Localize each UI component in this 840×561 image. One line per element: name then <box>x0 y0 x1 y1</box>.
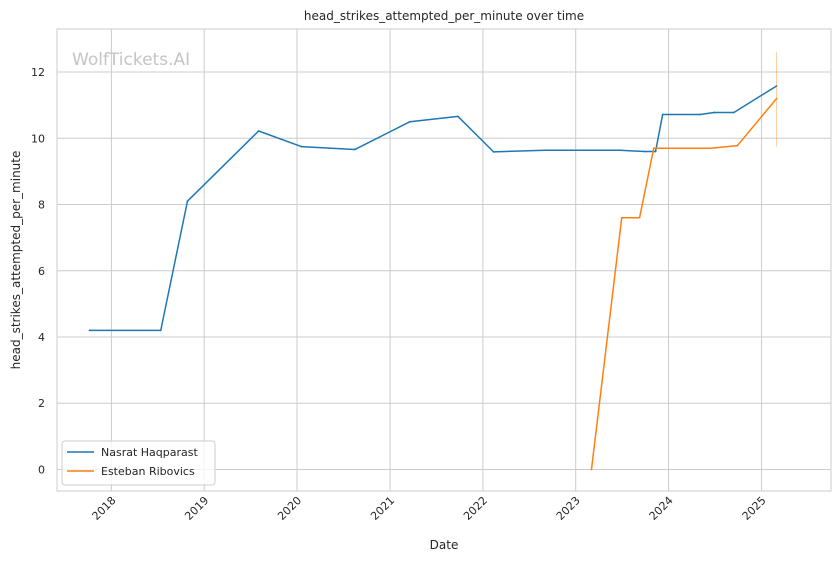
x-axis-label: Date <box>430 538 459 552</box>
plot-area <box>57 29 831 491</box>
data-point <box>620 216 623 219</box>
series-line-0 <box>89 85 777 332</box>
data-point <box>775 97 778 100</box>
data-point <box>257 130 260 132</box>
x-tick-label: 2025 <box>740 494 769 523</box>
x-tick-label: 2023 <box>554 494 583 523</box>
data-point <box>732 111 735 114</box>
y-tick-label: 0 <box>38 463 45 476</box>
axes-frame <box>56 28 832 492</box>
chart-title: head_strikes_attempted_per_minute over t… <box>304 9 584 23</box>
legend-label-esteban: Esteban Ribovics <box>101 465 195 478</box>
x-tick-label: 2024 <box>647 494 676 523</box>
watermark: WolfTickets.AI <box>72 50 190 70</box>
y-tick-label: 6 <box>38 265 45 278</box>
y-tick-label: 12 <box>31 66 45 79</box>
y-tick-label: 2 <box>38 397 45 410</box>
data-point <box>661 113 664 116</box>
y-tick-label: 8 <box>38 199 45 212</box>
x-tick-label: 2018 <box>90 494 119 523</box>
data-point <box>590 468 593 471</box>
x-tick-label: 2019 <box>182 494 211 523</box>
data-point <box>457 115 459 118</box>
data-point <box>713 111 716 114</box>
data-point <box>186 200 189 203</box>
x-tick-label: 2022 <box>461 494 490 523</box>
data-point <box>638 216 641 219</box>
data-point <box>492 150 495 153</box>
data-point <box>736 144 739 147</box>
data-point <box>619 149 621 152</box>
y-tick-label: 10 <box>31 132 45 145</box>
data-point <box>709 147 712 150</box>
y-tick-label: 4 <box>38 331 45 344</box>
series-layer <box>88 52 778 471</box>
data-point <box>544 149 547 152</box>
legend-label-nasrat: Nasrat Haqparast <box>101 446 198 459</box>
data-point <box>654 150 657 153</box>
data-point <box>409 120 411 123</box>
data-point <box>88 329 91 332</box>
data-point <box>775 85 778 87</box>
data-point <box>652 147 655 150</box>
data-point <box>643 150 646 153</box>
x-tick-label: 2020 <box>275 494 304 523</box>
legend-box <box>61 440 216 486</box>
data-point <box>699 113 701 116</box>
data-point <box>300 145 303 148</box>
grid <box>57 29 831 491</box>
data-point <box>159 329 162 332</box>
y-axis-label: head_strikes_attempted_per_minute <box>9 151 23 370</box>
data-point <box>353 148 356 151</box>
legend: Nasrat Haqparast Esteban Ribovics <box>61 440 216 486</box>
x-tick-label: 2021 <box>368 494 397 523</box>
plot-frame <box>56 28 832 492</box>
